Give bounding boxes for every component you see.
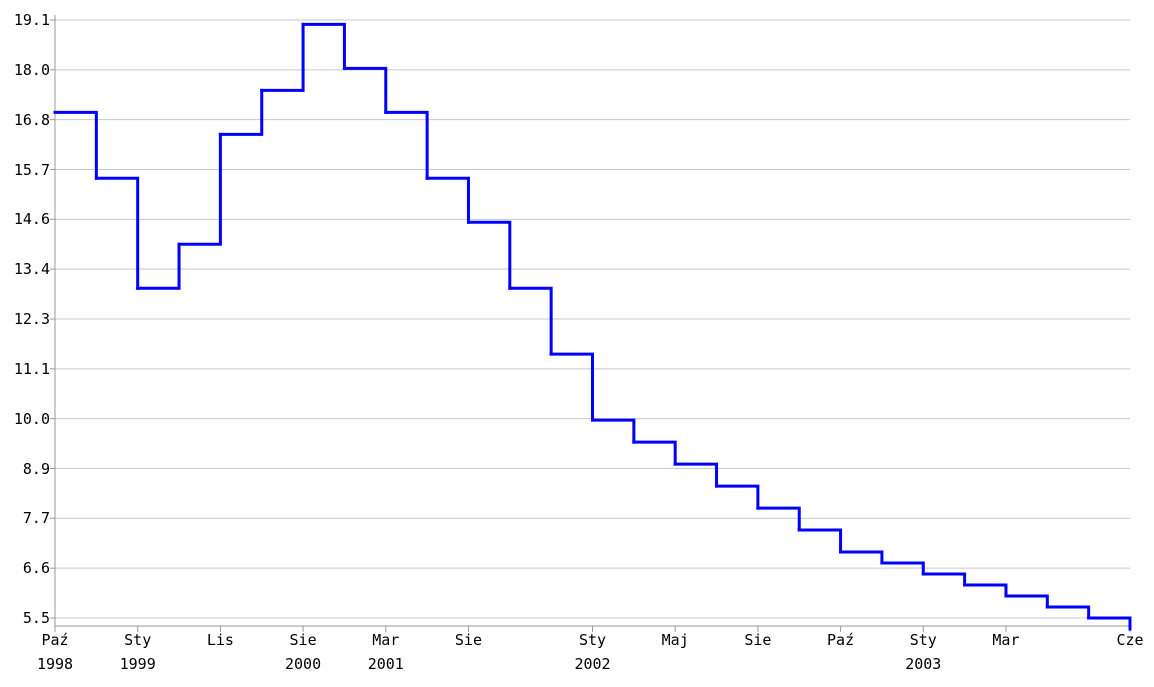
y-tick-label: 5.5 bbox=[22, 609, 50, 627]
y-tick-label: 12.3 bbox=[13, 310, 50, 328]
step-segment bbox=[1004, 594, 1049, 609]
y-tick-label: 6.6 bbox=[22, 559, 50, 578]
x-tick-label: Sty 1999 bbox=[119, 631, 156, 673]
x-tick-label: Sie 2000 bbox=[285, 631, 322, 673]
step-segment bbox=[1045, 605, 1091, 620]
y-tick-label: 7.7 bbox=[22, 509, 50, 528]
step-segment bbox=[715, 484, 760, 510]
x-tick-label: Sie bbox=[454, 631, 482, 649]
step-segment bbox=[136, 242, 181, 290]
step-segment bbox=[342, 66, 388, 114]
step-segment bbox=[839, 550, 884, 565]
step-segment bbox=[301, 22, 346, 70]
y-tick-label: 18.0 bbox=[13, 60, 50, 79]
step-segment bbox=[218, 88, 264, 136]
x-tick-label: Cze bbox=[1116, 631, 1144, 649]
y-tick-label: 8.9 bbox=[22, 459, 50, 478]
step-segment bbox=[177, 132, 222, 246]
step-segment bbox=[921, 572, 967, 587]
x-tick-label: Lis bbox=[206, 631, 234, 649]
y-tick-label: 19.1 bbox=[13, 11, 50, 29]
step-segment bbox=[797, 528, 843, 554]
step-segment bbox=[963, 583, 1008, 598]
y-tick-label: 10.0 bbox=[13, 409, 50, 428]
step-segment bbox=[880, 561, 925, 576]
x-tick-label: Mar 2001 bbox=[367, 631, 404, 673]
step-segment bbox=[549, 352, 594, 422]
x-tick-label: Sty 2002 bbox=[574, 631, 611, 673]
x-tick-label: Maj bbox=[661, 631, 689, 649]
step-segment bbox=[53, 110, 98, 180]
step-segment bbox=[756, 506, 801, 532]
y-tick-label: 14.6 bbox=[13, 210, 50, 229]
x-tick-label: Paź 1998 bbox=[36, 631, 74, 673]
y-tick-label: 15.7 bbox=[13, 160, 50, 179]
y-tick-label: 13.4 bbox=[13, 260, 50, 279]
y-tick-label: 11.1 bbox=[13, 359, 50, 378]
step-segment bbox=[94, 176, 140, 290]
x-tick-label: Mar bbox=[992, 631, 1020, 649]
step-segment bbox=[591, 418, 636, 444]
step-segment bbox=[384, 110, 429, 180]
step-segment bbox=[425, 176, 470, 224]
x-tick-label: Paź bbox=[827, 631, 855, 649]
step-segment bbox=[673, 462, 719, 488]
step-segment bbox=[508, 286, 553, 356]
y-tick-label: 16.8 bbox=[13, 110, 50, 129]
x-tick-label: Sty 2003 bbox=[905, 631, 942, 673]
step-segment bbox=[466, 220, 512, 290]
step-segment bbox=[260, 22, 305, 92]
step-segment bbox=[632, 440, 677, 466]
step-segment bbox=[1087, 616, 1132, 631]
x-tick-label: Sie bbox=[744, 631, 772, 649]
